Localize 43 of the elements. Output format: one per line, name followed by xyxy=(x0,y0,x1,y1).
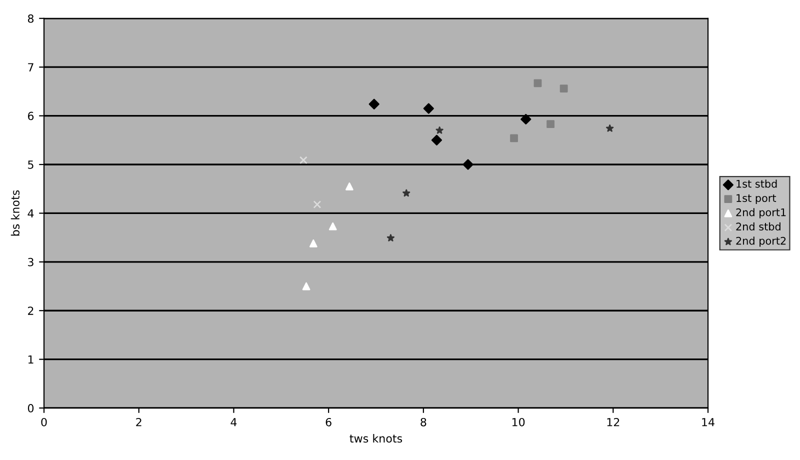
x-tick-label: 12 xyxy=(607,418,620,426)
y-tick-label: 2 xyxy=(28,306,34,315)
legend-label: 1st stbd xyxy=(736,180,777,188)
point xyxy=(436,126,444,134)
x-tick-label: 8 xyxy=(420,418,426,426)
x-tick-label: 4 xyxy=(230,418,237,426)
point xyxy=(560,84,568,92)
point xyxy=(534,79,542,88)
legend-label: 2nd port2 xyxy=(736,236,786,247)
point xyxy=(302,282,310,290)
point xyxy=(345,182,354,190)
point xyxy=(520,114,532,125)
y-tick-label: 1 xyxy=(28,355,34,364)
y-tick-label: 6 xyxy=(28,112,34,120)
y-tick-label: 8 xyxy=(28,14,34,23)
point xyxy=(328,222,337,230)
point xyxy=(510,134,518,142)
x-tick-label: 6 xyxy=(326,418,332,426)
point xyxy=(462,159,474,170)
y-tick-label: 0 xyxy=(28,404,34,412)
point xyxy=(423,103,434,114)
y-tick-label: 3 xyxy=(28,258,34,266)
y-axis-title: bs knots xyxy=(10,190,20,236)
legend-label: 2nd port1 xyxy=(736,208,786,218)
point xyxy=(309,239,318,248)
y-tick-label: 7 xyxy=(28,63,34,72)
point xyxy=(606,124,614,132)
legend-label: 2nd stbd xyxy=(736,222,780,230)
y-tick-label: 5 xyxy=(28,160,34,169)
x-tick-label: 2 xyxy=(136,418,142,426)
x-axis-title: tws knots xyxy=(350,434,402,443)
point xyxy=(402,189,410,197)
x-tick-label: 10 xyxy=(512,418,525,426)
point xyxy=(431,134,442,146)
point xyxy=(368,98,380,110)
legend-label: 1st port xyxy=(736,194,776,204)
point xyxy=(299,156,308,164)
y-tick-label: 4 xyxy=(28,209,34,218)
x-tick-label: 14 xyxy=(702,418,714,426)
point xyxy=(546,120,554,128)
point xyxy=(313,200,322,208)
point xyxy=(386,234,394,242)
x-tick-label: 0 xyxy=(41,418,47,426)
